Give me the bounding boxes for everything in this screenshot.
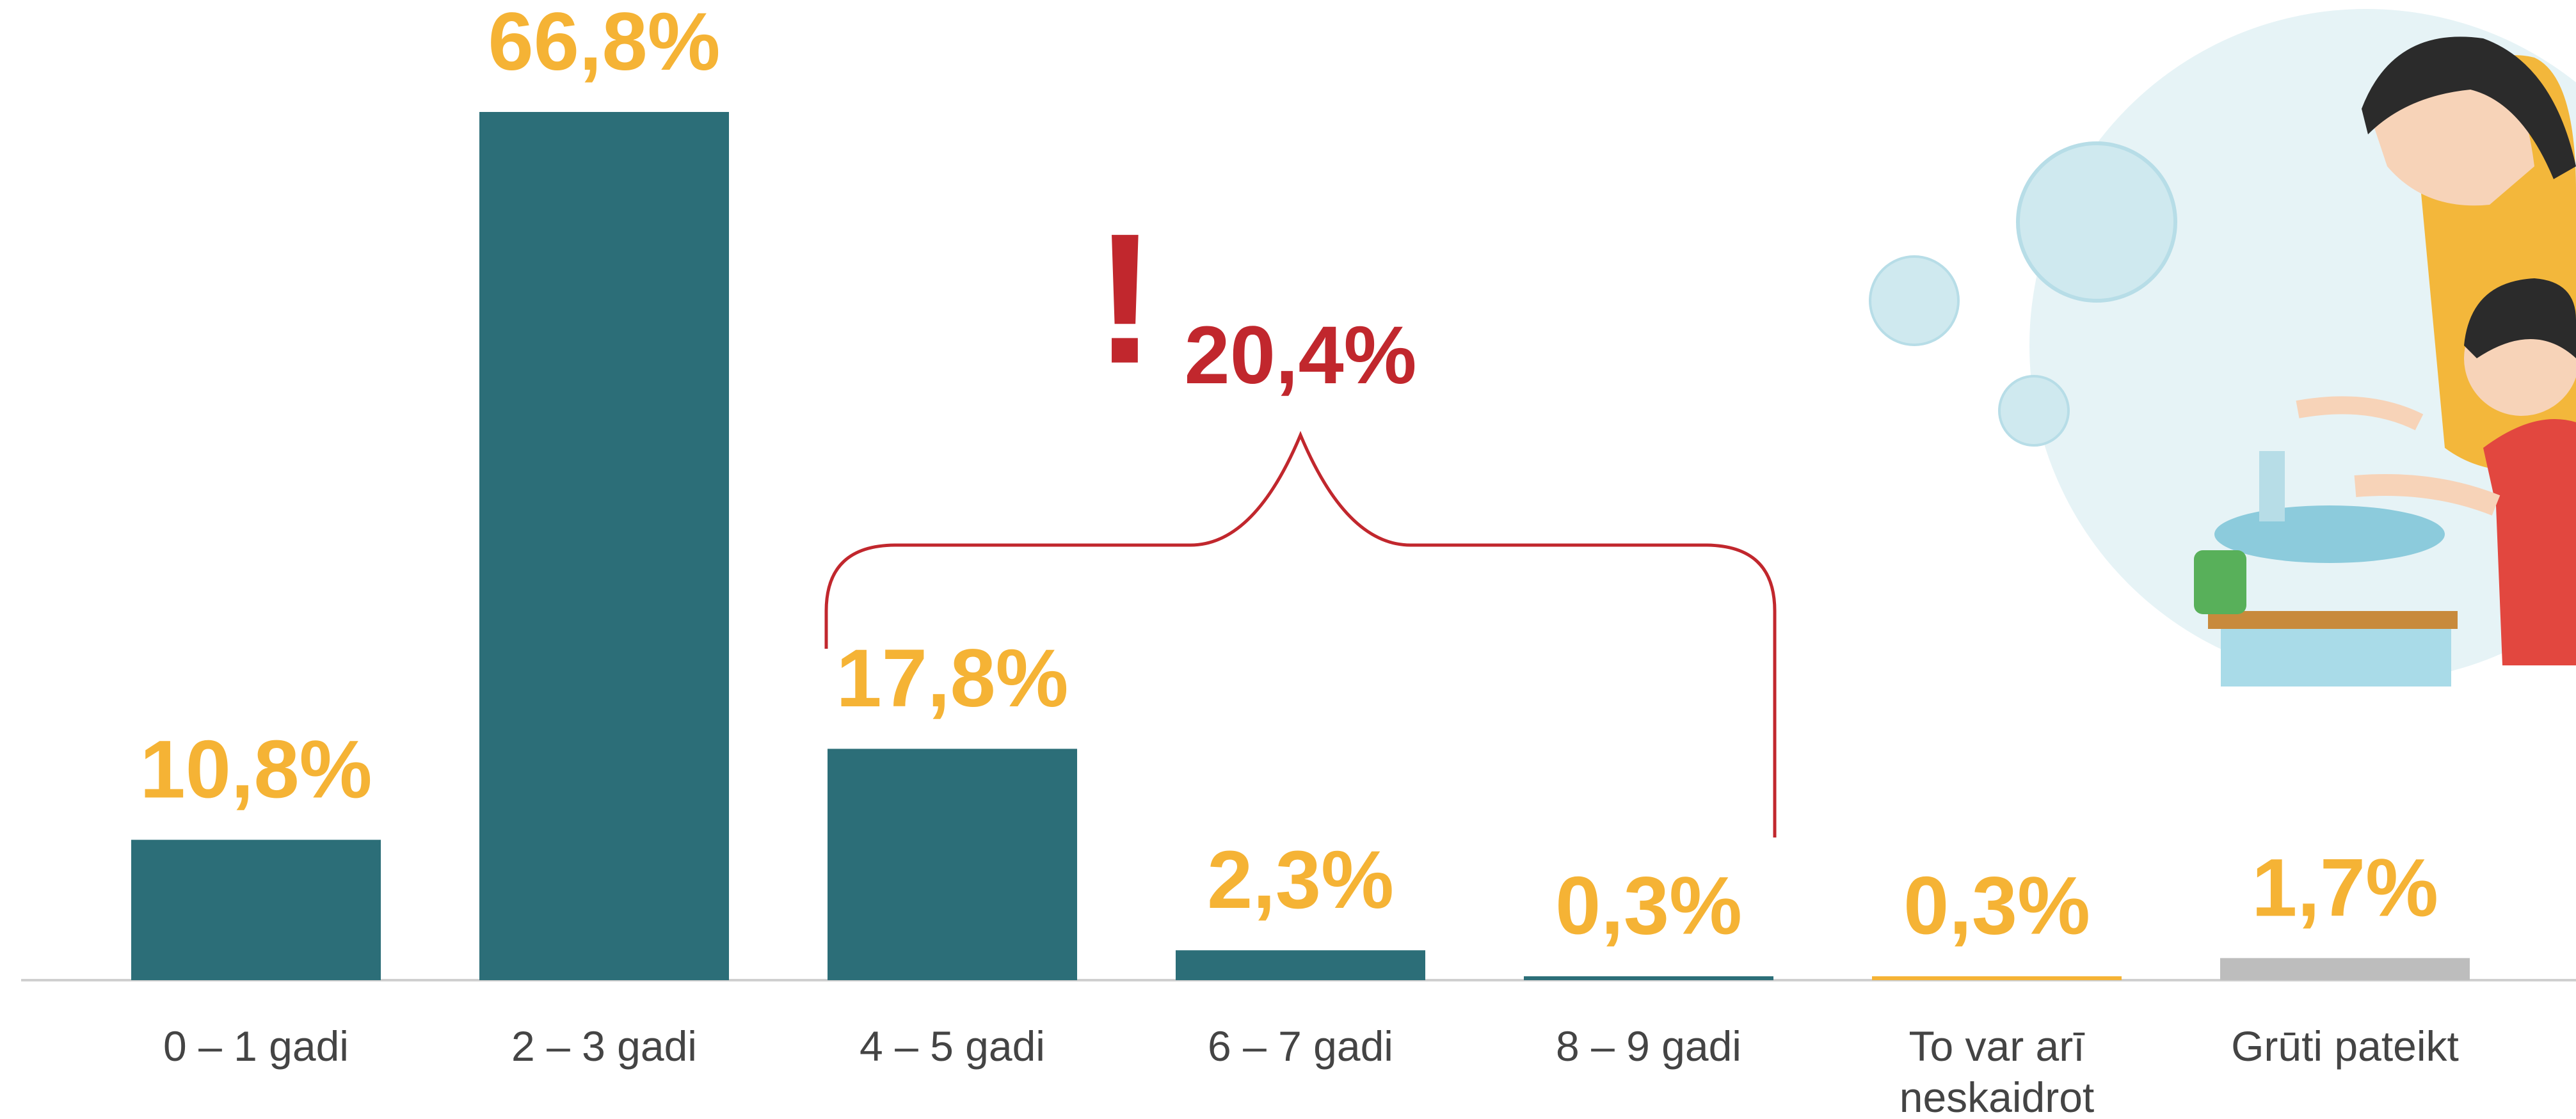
bar — [1524, 976, 1773, 980]
bar — [1176, 950, 1425, 980]
x-tick-label: 4 – 5 gadi — [799, 1020, 1106, 1072]
chart-page: 10,8% 66,8% 17,8% 2,3% 0,3% 0,3% 1,7%! 20,4% 0 … — [0, 0, 2576, 1119]
counter — [2208, 611, 2458, 629]
value-label: 2,3% — [1207, 834, 1394, 926]
value-label: 17,8% — [836, 633, 1069, 724]
annotation-text: 20,4% — [1185, 310, 1417, 401]
x-tick-label: 8 – 9 gadi — [1495, 1020, 1802, 1072]
x-tick-label: Grūti pateikt — [2191, 1020, 2499, 1072]
value-label: 10,8% — [140, 724, 372, 815]
bubble — [2018, 143, 2175, 301]
annotation-mark: ! — [1094, 195, 1156, 402]
chart: 10,8% 66,8% 17,8% 2,3% 0,3% 0,3% 1,7%! 20,4% — [0, 0, 2576, 1119]
x-tick-label: 6 – 7 gadi — [1147, 1020, 1454, 1072]
bar — [2220, 958, 2470, 980]
bar — [1872, 976, 2122, 980]
illustration — [1870, 9, 2576, 686]
bubble — [1870, 257, 1958, 345]
bar — [828, 749, 1077, 980]
value-label: 0,3% — [1555, 861, 1742, 952]
bubble — [1999, 376, 2068, 445]
x-tick-label: 2 – 3 gadi — [451, 1020, 758, 1072]
tap — [2259, 451, 2285, 521]
x-tick-label: 0 – 1 gadi — [102, 1020, 410, 1072]
bar — [479, 112, 729, 980]
bar — [131, 840, 381, 980]
value-label: 1,7% — [2252, 842, 2438, 933]
cabinet — [2221, 629, 2451, 686]
sink — [2214, 505, 2445, 563]
x-tick-label: To var arī neskaidrot — [1843, 1020, 2150, 1119]
soap — [2194, 550, 2246, 614]
value-label: 0,3% — [1903, 861, 2090, 952]
value-label: 66,8% — [488, 0, 721, 88]
